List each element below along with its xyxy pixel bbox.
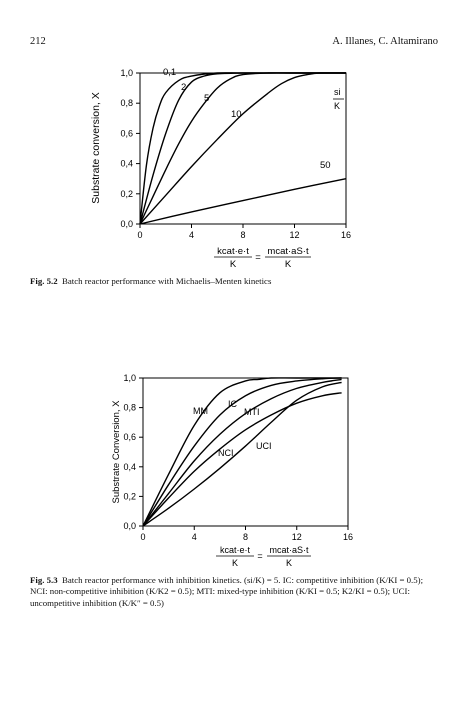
x-axis-label-denominator: K	[230, 259, 237, 270]
y-tick-label: 0,0	[120, 219, 133, 229]
x-tick-label: 8	[243, 532, 248, 542]
x-axis-label-left: kcat·e·t	[217, 246, 249, 257]
series-line-2	[139, 72, 346, 225]
x-tick-label: 4	[189, 230, 194, 240]
x-tick-label: 0	[140, 532, 145, 542]
figure-5-3-caption: Fig. 5.3 Batch reactor performance with …	[30, 575, 442, 609]
curve-label: NCI	[218, 448, 234, 458]
x-axis-label-right: mcat·aS·t	[267, 246, 309, 257]
y-axis-label: Substrate conversion, X	[90, 92, 102, 203]
y-tick-label: 0,2	[123, 491, 136, 501]
x-axis-label-denominator: K	[286, 558, 292, 568]
y-tick-label: 0,4	[120, 159, 133, 169]
x-tick-label: 16	[343, 532, 353, 542]
y-tick-label: 0,2	[120, 189, 133, 199]
curve-label: 2	[181, 82, 186, 93]
caption-label: Fig. 5.2	[30, 276, 58, 286]
series-line-50	[139, 178, 347, 225]
series-line-UCI	[142, 381, 342, 527]
x-tick-label: 0	[137, 230, 142, 240]
legend-title-numerator: si	[334, 87, 341, 97]
x-tick-label: 16	[341, 230, 351, 240]
series-line-10	[139, 72, 347, 225]
y-tick-label: 0,6	[120, 128, 133, 138]
y-tick-label: 0,6	[123, 432, 136, 442]
caption-text: Batch reactor performance with Michaelis…	[62, 276, 272, 286]
y-tick-label: 0,0	[123, 521, 136, 531]
curve-label: MM	[193, 406, 208, 416]
legend-title-denominator: K	[334, 101, 340, 111]
y-tick-label: 0,8	[120, 98, 133, 108]
series-line-MTI	[142, 378, 342, 527]
curve-label: 5	[204, 93, 209, 104]
figure-5-2-chart: 0 4 8 12 16 0,0 0,2 0,4 0,6 0,8 1,0 Substrate conv…	[90, 67, 351, 270]
series-line-5	[139, 72, 346, 225]
curve-label: 10	[231, 109, 242, 120]
x-axis-label-left: kcat·e·t	[220, 545, 251, 555]
x-tick-label: 12	[292, 532, 302, 542]
curve-label: UCI	[256, 441, 272, 451]
figure-5-2-caption: Fig. 5.2 Batch reactor performance with …	[30, 276, 442, 287]
curve-label: MTI	[244, 407, 260, 417]
y-tick-label: 1,0	[120, 68, 133, 78]
figure-5-3-chart: 0 4 8 12 16 0,0 0,2 0,4 0,6 0,8 1,0 Substrate Conv…	[111, 373, 353, 568]
series-line-0,1	[139, 72, 346, 225]
y-tick-label: 0,8	[123, 403, 136, 413]
curve-label: IC	[228, 399, 238, 409]
y-tick-label: 0,4	[123, 462, 136, 472]
x-axis-label-denominator: K	[285, 259, 292, 270]
y-axis-label: Substrate Conversion, X	[111, 400, 122, 504]
series-line-MM	[142, 377, 342, 527]
curve-label: 0,1	[163, 67, 176, 78]
running-header-authors: A. Illanes, C. Altamirano	[332, 36, 438, 47]
caption-label: Fig. 5.3	[30, 575, 58, 585]
caption-text: Batch reactor performance with inhibitio…	[30, 575, 424, 608]
x-tick-label: 4	[192, 532, 197, 542]
x-axis-label-equals: =	[255, 252, 261, 263]
x-tick-label: 12	[289, 230, 299, 240]
y-tick-label: 1,0	[123, 373, 136, 383]
series-line-IC	[142, 377, 342, 527]
x-axis-label-denominator: K	[232, 558, 238, 568]
curve-label: 50	[320, 160, 331, 171]
x-axis-label-right: mcat·aS·t	[269, 545, 309, 555]
page-number: 212	[30, 36, 46, 47]
plot-frame	[139, 72, 347, 225]
series-line-NCI	[142, 392, 342, 527]
x-tick-label: 8	[240, 230, 245, 240]
x-axis-label-equals: =	[257, 551, 262, 561]
